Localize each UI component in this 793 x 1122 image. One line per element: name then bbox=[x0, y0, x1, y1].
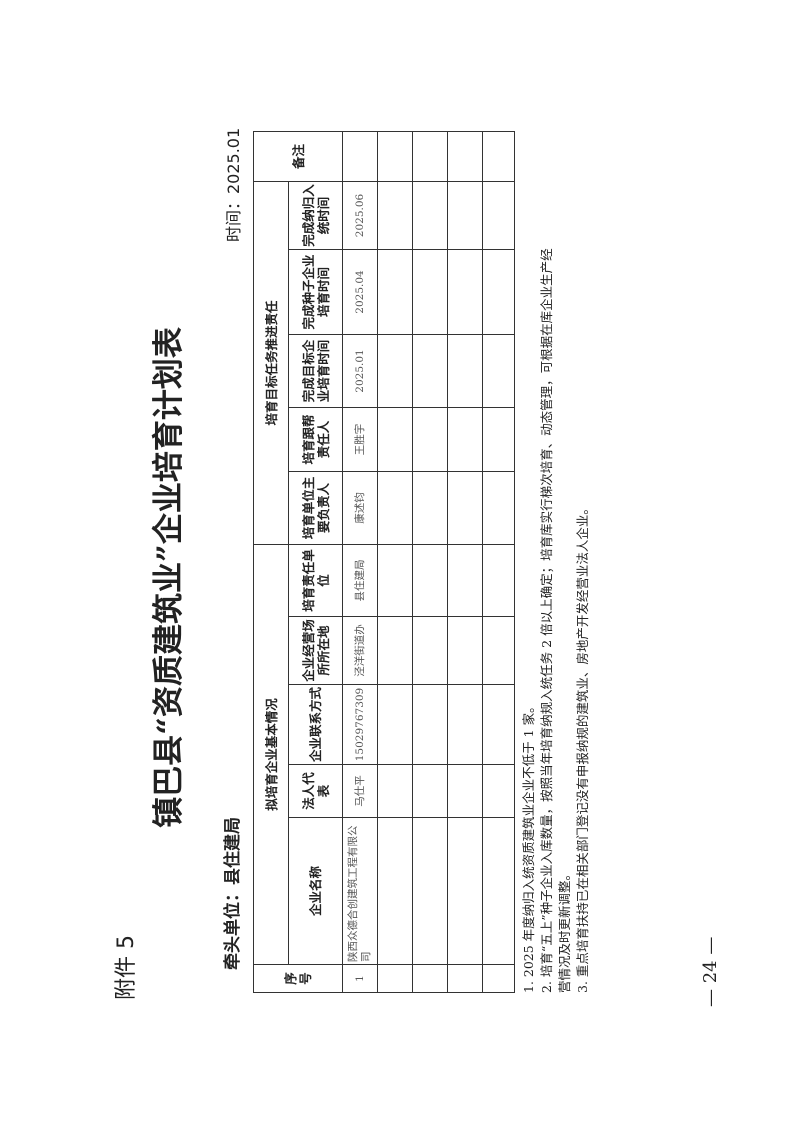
table-cell bbox=[482, 684, 515, 765]
table-cell bbox=[377, 407, 413, 472]
table-cell bbox=[412, 334, 448, 408]
table-cell: 1 bbox=[342, 964, 378, 993]
table-cell bbox=[377, 249, 413, 335]
table-cell bbox=[377, 764, 413, 818]
table-cell bbox=[412, 764, 448, 818]
table-row bbox=[412, 131, 448, 993]
header-col: 完成目标企业培育时间 bbox=[288, 334, 343, 408]
header-col: 培育单位主要负责人 bbox=[288, 471, 343, 545]
table-cell: 2025.01 bbox=[342, 334, 378, 408]
table-cell bbox=[412, 407, 448, 472]
note-3: 3. 重点培育扶持已在相关部门登记没有申报纳规的建筑业、房地产开发经营业法人企业… bbox=[575, 502, 590, 993]
note-2-cont: 营情况及时更新调整。 bbox=[557, 867, 572, 993]
table-cell bbox=[482, 181, 515, 250]
table-cell: 王胜宇 bbox=[342, 407, 378, 472]
table-cell bbox=[377, 616, 413, 685]
header-group-row: 序号 拟培育企业基本情况 培育目标任务推进责任 备注 bbox=[253, 131, 343, 993]
table-cell bbox=[482, 407, 515, 472]
table-cell bbox=[447, 764, 483, 818]
table-cell bbox=[447, 334, 483, 408]
notes: 1. 2025 年度纳归入统资质建筑业企业不低于 1 家。 2. 培育“五上”种… bbox=[520, 133, 592, 993]
table-row bbox=[482, 131, 515, 993]
table-cell bbox=[377, 817, 413, 965]
table-cell bbox=[447, 964, 483, 993]
table-cell bbox=[482, 249, 515, 335]
table-cell bbox=[412, 964, 448, 993]
table-row bbox=[447, 131, 483, 993]
plan-table: 序号 拟培育企业基本情况 培育目标任务推进责任 备注 企业名称 法人代表 企业联系方… bbox=[253, 131, 515, 993]
table-cell: 康述钧 bbox=[342, 471, 378, 545]
table-cell bbox=[377, 131, 413, 182]
table-cell: 县住建局 bbox=[342, 544, 378, 617]
table-cell bbox=[447, 684, 483, 765]
header-col: 企业经营场所所在地 bbox=[288, 616, 343, 685]
header-col: 培育责任单位 bbox=[288, 544, 343, 617]
table-cell bbox=[447, 817, 483, 965]
header-col: 培育跟帮责任人 bbox=[288, 407, 343, 472]
table-cell bbox=[482, 764, 515, 818]
table-row: 1 陕西众德合创建筑工程有限公司 马仕平 15029767309 泾洋街道办 县住建局 康述… bbox=[342, 131, 378, 993]
header-remark: 备注 bbox=[253, 131, 343, 182]
table-row bbox=[377, 131, 413, 993]
table-cell bbox=[447, 181, 483, 250]
page-title: 镇巴县“资质建筑业”企业培育计划表 bbox=[151, 327, 187, 828]
table-cell bbox=[482, 544, 515, 617]
time-label: 时间：2025.01 bbox=[224, 127, 243, 242]
table-cell bbox=[447, 616, 483, 685]
table-cell bbox=[377, 684, 413, 765]
table-cell bbox=[447, 249, 483, 335]
table-cell bbox=[447, 544, 483, 617]
header-no: 序号 bbox=[253, 964, 343, 993]
table-cell bbox=[482, 616, 515, 685]
table-cell bbox=[482, 817, 515, 965]
header-col: 法人代表 bbox=[288, 764, 343, 818]
table-cell: 马仕平 bbox=[342, 764, 378, 818]
table-cell bbox=[377, 471, 413, 545]
table-cell bbox=[412, 249, 448, 335]
table-cell bbox=[412, 471, 448, 545]
table-cell bbox=[412, 684, 448, 765]
page-number: — 24 — bbox=[700, 936, 721, 1007]
header-group-resp: 培育目标任务推进责任 bbox=[253, 181, 289, 545]
header-col: 企业名称 bbox=[288, 817, 343, 965]
table-cell bbox=[482, 964, 515, 993]
table-cell bbox=[447, 407, 483, 472]
table-cell: 陕西众德合创建筑工程有限公司 bbox=[342, 817, 378, 965]
table-cell bbox=[447, 471, 483, 545]
table-cell bbox=[377, 964, 413, 993]
table-cell: 2025.04 bbox=[342, 249, 378, 335]
table-cell: 泾洋街道办 bbox=[342, 616, 378, 685]
lead-unit: 牵头单位：县住建局 bbox=[223, 817, 243, 970]
table-cell bbox=[412, 817, 448, 965]
header-col: 完成纳归入统时间 bbox=[288, 181, 343, 250]
table-cell bbox=[342, 131, 378, 182]
table-cell bbox=[412, 181, 448, 250]
header-row: 企业名称 法人代表 企业联系方式 企业经营场所所在地 培育责任单位 培育单位主要负责人 培育… bbox=[288, 131, 343, 992]
note-2: 2. 培育“五上”种子企业入库数量，按照当年培育纳规入统任务 2 倍以上确定；培… bbox=[539, 248, 554, 993]
table-cell bbox=[377, 544, 413, 617]
table-cell bbox=[482, 334, 515, 408]
header-group-basic: 拟培育企业基本情况 bbox=[253, 544, 289, 965]
table-cell: 2025.06 bbox=[342, 181, 378, 250]
table-cell bbox=[482, 471, 515, 545]
table-cell bbox=[377, 334, 413, 408]
table-cell bbox=[412, 616, 448, 685]
table-cell bbox=[412, 544, 448, 617]
table-cell bbox=[412, 131, 448, 182]
annex-label: 附件 5 bbox=[114, 935, 139, 1000]
table-cell bbox=[482, 131, 515, 182]
table-cell bbox=[447, 131, 483, 182]
table-cell bbox=[377, 181, 413, 250]
note-1: 1. 2025 年度纳归入统资质建筑业企业不低于 1 家。 bbox=[521, 700, 536, 993]
header-col: 企业联系方式 bbox=[288, 684, 343, 765]
header-col: 完成种子企业培育时间 bbox=[288, 249, 343, 335]
table-cell: 15029767309 bbox=[342, 684, 378, 765]
